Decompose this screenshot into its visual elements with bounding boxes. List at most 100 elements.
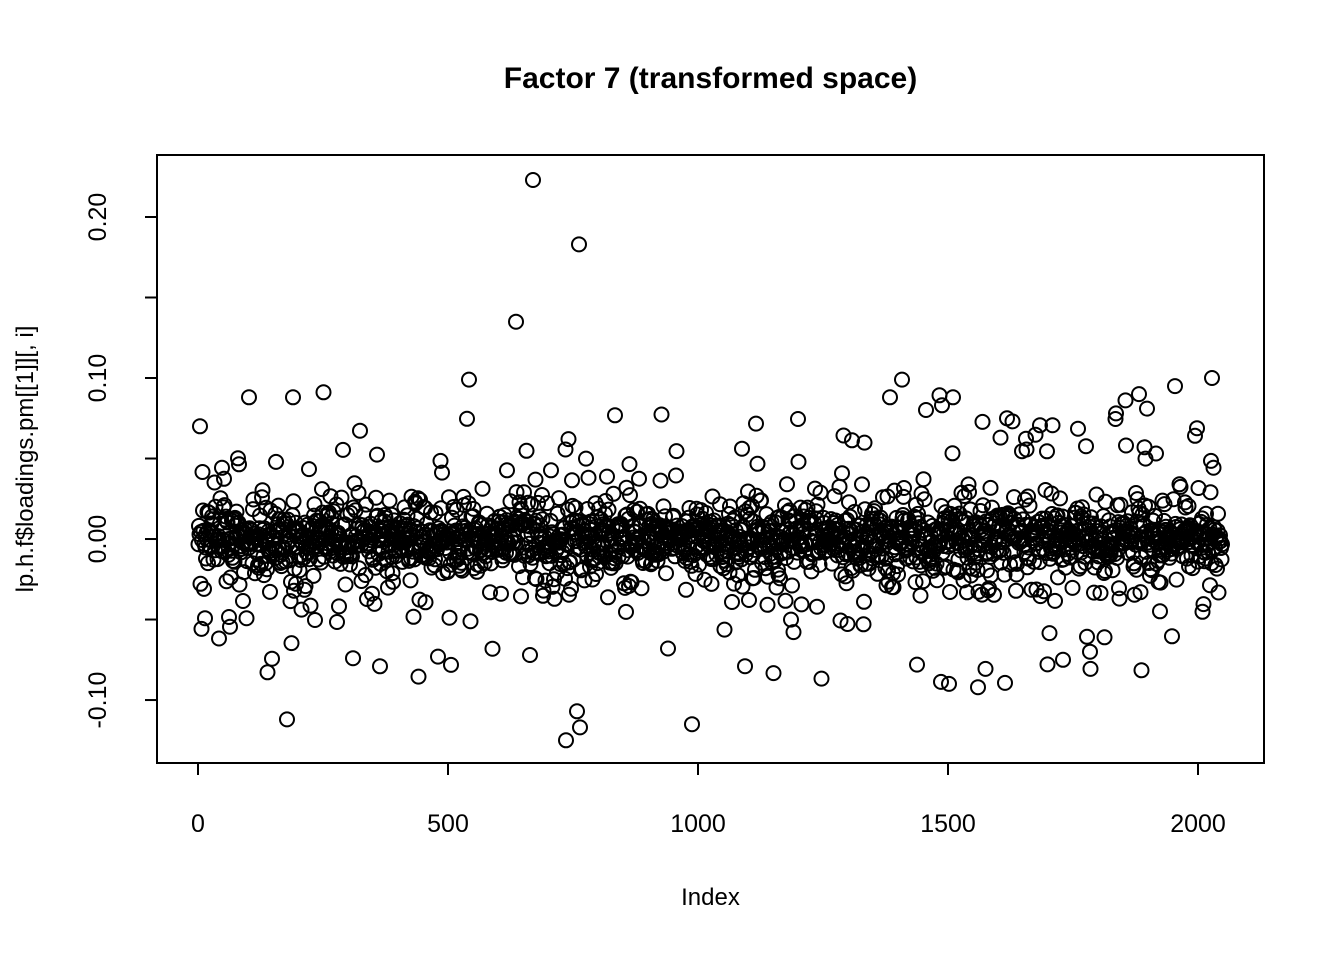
data-point — [1194, 603, 1211, 620]
data-point — [417, 594, 434, 611]
data-point — [1180, 498, 1197, 514]
data-point — [301, 461, 317, 478]
x-axis-label: Index — [681, 884, 740, 911]
data-point — [945, 389, 961, 406]
data-point — [1021, 497, 1038, 514]
x-tick-label: 500 — [427, 810, 469, 838]
data-point — [655, 498, 672, 515]
data-point — [1047, 592, 1063, 609]
data-point — [1172, 478, 1189, 495]
data-point — [768, 579, 785, 596]
data-point — [854, 476, 870, 493]
x-tick-label: 2000 — [1170, 810, 1226, 838]
data-point — [531, 508, 548, 525]
data-point — [734, 440, 750, 457]
data-point — [785, 624, 802, 641]
data-point — [445, 499, 462, 515]
data-point — [1167, 378, 1183, 395]
x-tick-label: 1500 — [920, 810, 976, 838]
data-point — [1128, 485, 1144, 501]
data-point — [777, 592, 794, 609]
data-point — [484, 640, 501, 657]
data-point — [283, 635, 300, 652]
data-point — [933, 673, 949, 690]
data-point — [1039, 656, 1056, 673]
data-point — [523, 496, 539, 513]
data-point — [216, 470, 232, 487]
data-point — [860, 560, 877, 577]
data-point — [228, 503, 245, 520]
data-point — [574, 561, 590, 578]
data-point — [703, 575, 720, 592]
data-point — [331, 598, 347, 615]
data-point — [1077, 554, 1094, 571]
data-point — [1082, 660, 1099, 677]
data-point — [1209, 560, 1225, 577]
data-point — [432, 452, 449, 469]
data-point — [748, 487, 765, 504]
data-point — [560, 431, 577, 448]
data-point — [896, 480, 912, 496]
data-point — [238, 610, 255, 627]
data-point — [1050, 569, 1066, 586]
data-point — [784, 577, 800, 594]
data-point — [1082, 643, 1098, 660]
data-point — [1004, 413, 1021, 430]
data-point — [1205, 459, 1222, 476]
data-point — [970, 679, 986, 696]
data-point — [790, 411, 806, 427]
data-point — [1133, 549, 1149, 566]
data-point — [516, 484, 532, 501]
data-point — [1177, 494, 1193, 511]
data-point — [882, 389, 898, 406]
data-point — [1147, 507, 1163, 524]
data-point — [1036, 583, 1052, 600]
data-point — [942, 584, 958, 600]
data-point — [753, 492, 769, 509]
data-point — [520, 494, 536, 511]
data-point — [433, 500, 449, 517]
data-point — [826, 488, 843, 505]
data-point — [811, 556, 828, 573]
data-point — [741, 592, 757, 608]
data-point — [622, 487, 638, 504]
data-point — [196, 580, 212, 597]
x-tick-label: 1000 — [670, 810, 726, 838]
data-point — [528, 571, 545, 588]
data-point — [1018, 430, 1034, 447]
data-point — [364, 585, 380, 602]
data-point — [306, 496, 323, 513]
data-point — [668, 467, 684, 484]
data-point — [856, 593, 872, 610]
data-point — [618, 603, 634, 620]
data-point — [279, 711, 295, 728]
scatter-points — [190, 172, 1230, 749]
data-point — [1043, 485, 1060, 502]
data-point — [992, 429, 1009, 446]
data-point — [599, 468, 615, 485]
data-point — [1018, 441, 1035, 458]
data-point — [197, 610, 213, 627]
data-point — [461, 371, 477, 388]
data-point — [1020, 539, 1037, 556]
data-point — [513, 588, 529, 605]
data-point — [607, 407, 623, 424]
data-point — [1195, 596, 1212, 613]
data-point — [241, 389, 257, 406]
data-point — [740, 483, 756, 500]
data-point — [293, 601, 310, 618]
data-point — [1039, 443, 1055, 460]
data-point — [929, 572, 945, 589]
data-point — [960, 476, 977, 493]
data-point — [834, 465, 850, 482]
data-point — [931, 387, 948, 404]
data-point — [748, 415, 764, 432]
data-point — [941, 675, 957, 692]
data-point — [600, 589, 616, 606]
data-point — [1187, 427, 1203, 444]
data-point — [369, 446, 385, 463]
data-point — [894, 371, 910, 388]
data-point — [549, 505, 566, 522]
data-point — [580, 469, 597, 486]
y-tick-label: 0.00 — [84, 515, 112, 564]
